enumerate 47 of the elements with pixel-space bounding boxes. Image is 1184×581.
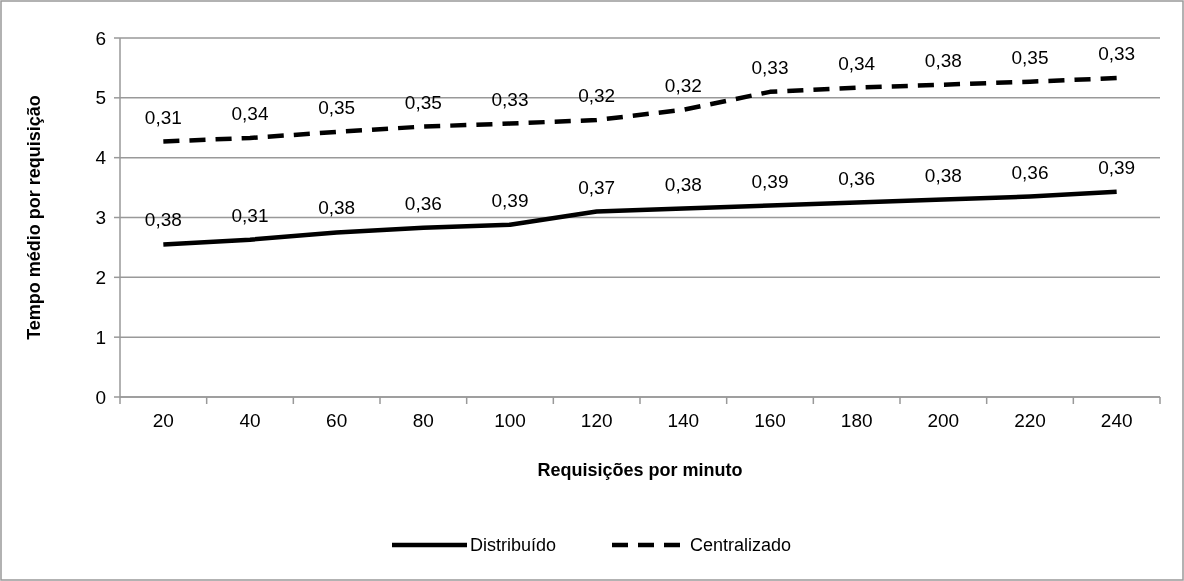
annotation: 0,34 <box>838 52 876 74</box>
annotation: 0,34 <box>231 102 269 124</box>
annotation: 0,33 <box>1098 43 1136 65</box>
annotation: 0,38 <box>318 197 356 219</box>
annotation: 0,36 <box>838 167 876 189</box>
annotation: 0,36 <box>1011 161 1049 183</box>
x-tick-label: 80 <box>412 410 434 431</box>
y-tick-label: 4 <box>95 147 107 169</box>
x-tick-label: 40 <box>239 410 261 431</box>
annotation: 0,31 <box>231 204 269 226</box>
legend-label: Centralizado <box>690 535 792 556</box>
y-axis-title: Tempo médio por requisição <box>24 95 44 340</box>
annotation: 0,33 <box>751 56 789 78</box>
annotation: 0,35 <box>1011 46 1049 68</box>
annotation: 0,39 <box>751 170 789 192</box>
annotation: 0,38 <box>924 164 962 186</box>
annotation: 0,38 <box>664 173 702 195</box>
x-tick-label: 180 <box>840 410 873 431</box>
x-tick-label: 100 <box>494 410 526 431</box>
x-tick-label: 220 <box>1014 410 1046 431</box>
annotation: 0,31 <box>144 106 182 128</box>
annotation: 0,39 <box>491 189 529 211</box>
annotation: 0,32 <box>578 84 616 106</box>
annotation: 0,33 <box>491 88 529 110</box>
annotation: 0,35 <box>318 96 356 118</box>
annotation: 0,32 <box>664 74 702 96</box>
x-tick-label: 60 <box>326 410 348 431</box>
x-tick-label: 240 <box>1100 410 1133 431</box>
x-tick-label: 120 <box>580 410 613 431</box>
y-tick-label: 3 <box>95 207 106 229</box>
legend-label: Distribuído <box>470 535 557 556</box>
annotation: 0,38 <box>924 49 962 71</box>
annotation: 0,39 <box>1098 156 1136 178</box>
x-tick-label: 200 <box>927 410 960 431</box>
y-tick-label: 6 <box>95 27 106 49</box>
x-tick-label: 160 <box>754 410 786 431</box>
annotation: 0,36 <box>404 192 442 214</box>
y-tick-label: 2 <box>95 266 106 288</box>
x-tick-label: 140 <box>667 410 700 431</box>
annotation: 0,38 <box>144 209 182 231</box>
annotation: 0,37 <box>578 176 616 198</box>
y-tick-label: 0 <box>95 386 106 408</box>
annotation: 0,35 <box>404 91 442 113</box>
y-tick-label: 1 <box>95 326 106 348</box>
x-tick-label: 20 <box>152 410 174 431</box>
x-axis-title: Requisições por minuto <box>537 460 743 480</box>
y-tick-label: 5 <box>95 87 106 109</box>
